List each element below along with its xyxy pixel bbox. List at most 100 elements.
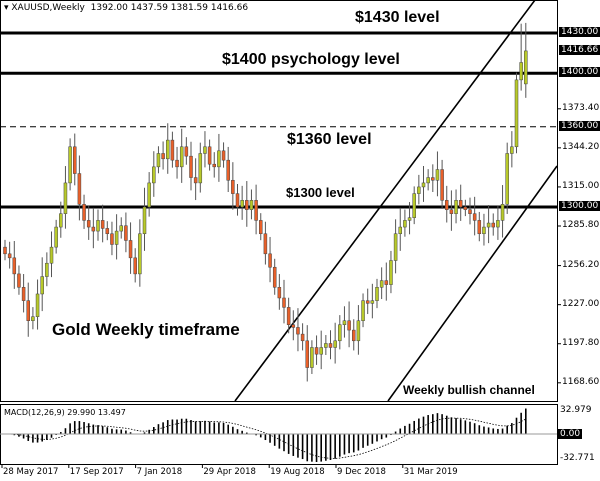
candle-body	[496, 220, 500, 228]
candle-body	[324, 343, 328, 348]
candle-body	[491, 222, 495, 228]
time-tick-label: 7 Jan 2018	[136, 467, 183, 477]
candle-body	[510, 146, 514, 154]
candle-body	[305, 340, 309, 368]
candle-body	[161, 153, 165, 160]
candle-body	[245, 200, 249, 210]
level-1360-label: $1360 level	[287, 131, 372, 148]
candle-body	[398, 226, 402, 235]
candle-body	[100, 220, 105, 229]
candle-body	[435, 169, 440, 181]
level-1400-label: $1400 psychology level	[222, 51, 400, 68]
price-tick-label: 1168.60	[562, 376, 600, 387]
candle-body	[212, 163, 216, 168]
symbol-label: XAUUSD,Weekly	[11, 3, 85, 13]
candle-body	[524, 50, 528, 85]
candle-body	[82, 204, 86, 221]
candle-body	[254, 200, 258, 221]
level-1430-label: $1430 level	[355, 9, 440, 26]
candle-body	[486, 222, 491, 228]
candle-body	[412, 193, 416, 218]
candle-body	[291, 324, 296, 328]
price-marker-label: 1360.00	[559, 120, 600, 131]
candle-body	[3, 246, 7, 255]
candle-body	[133, 257, 137, 275]
time-tick-label: 9 Dec 2018	[337, 467, 386, 477]
candle-body	[86, 220, 91, 228]
price-marker-label: 1430.00	[559, 27, 600, 38]
candle-body	[207, 146, 212, 165]
macd-zero-label: 0.00	[558, 429, 583, 439]
price-tick-label: 1227.00	[562, 298, 600, 309]
candle-body	[231, 179, 235, 194]
candle-body	[147, 182, 151, 208]
channel-label: Weekly bullish channel	[403, 383, 535, 397]
candle-body	[282, 297, 286, 308]
price-marker-label: 1300.00	[559, 201, 600, 211]
candle-body	[193, 177, 198, 184]
candle-body	[454, 200, 458, 214]
candle-body	[91, 226, 96, 232]
candle-body	[458, 200, 463, 208]
time-tick-label: 29 Apr 2018	[203, 467, 256, 477]
candle-body	[328, 343, 333, 348]
candle-body	[217, 150, 221, 168]
chart-title: ▾ XAUUSD,Weekly 1392.00 1437.59 1381.59 …	[4, 3, 249, 13]
candle-body	[226, 159, 230, 181]
candle-body	[477, 220, 482, 235]
macd-min-label: -32.771	[560, 453, 595, 463]
candle-body	[361, 300, 365, 321]
time-tick-label: 28 May 2017	[3, 467, 59, 477]
candle-body	[272, 266, 277, 288]
candle-body	[63, 182, 68, 214]
candle-body	[449, 209, 454, 214]
candle-body	[21, 287, 26, 301]
candle-body	[166, 139, 170, 160]
candle-body	[114, 230, 119, 245]
candle-body	[175, 159, 179, 168]
candle-body	[240, 200, 244, 208]
price-tick-label: 1315.00	[562, 180, 600, 191]
candle-body	[170, 139, 175, 161]
candle-body	[235, 193, 240, 208]
candle-body	[221, 150, 226, 161]
candle-body	[314, 347, 319, 355]
candle-body	[105, 228, 110, 235]
candle-body	[31, 316, 35, 321]
ohlc-readout: 1392.00 1437.59 1381.59 1416.66	[90, 3, 249, 13]
candle-body	[342, 320, 347, 325]
candle-body	[277, 287, 282, 299]
candle-body	[393, 233, 398, 261]
candle-body	[268, 253, 272, 268]
price-marker-label: 1416.66	[559, 44, 600, 55]
timeframe-label: Gold Weekly timeframe	[52, 320, 240, 339]
price-tick-label: 1197.80	[562, 337, 600, 348]
candle-body	[198, 153, 203, 184]
candle-body	[96, 220, 100, 232]
candle-body	[26, 300, 30, 321]
candle-body	[403, 220, 407, 228]
candle-body	[68, 146, 72, 184]
candle-body	[389, 260, 393, 285]
channel-upper-line	[234, 0, 536, 402]
candle-body	[184, 146, 189, 157]
candle-body	[463, 206, 468, 210]
candle-body	[17, 273, 21, 288]
candle-body	[263, 233, 268, 255]
candle-body	[35, 293, 40, 317]
candle-body	[338, 324, 342, 342]
level-1300-label: $1300 level	[286, 185, 355, 200]
price-tick-label: 1344.20	[562, 141, 600, 152]
candle-body	[286, 307, 291, 325]
candle-body	[356, 320, 361, 342]
channel-lower-line	[387, 165, 558, 402]
macd-label: MACD(12,26,9) 29.990 13.497	[4, 408, 126, 417]
macd-max-label: 32.979	[560, 405, 592, 415]
candle-body	[505, 153, 509, 205]
macd-zero-value: 0.00	[558, 429, 583, 439]
candle-body	[319, 347, 323, 355]
candle-body	[296, 327, 300, 335]
candle-body	[352, 329, 356, 342]
